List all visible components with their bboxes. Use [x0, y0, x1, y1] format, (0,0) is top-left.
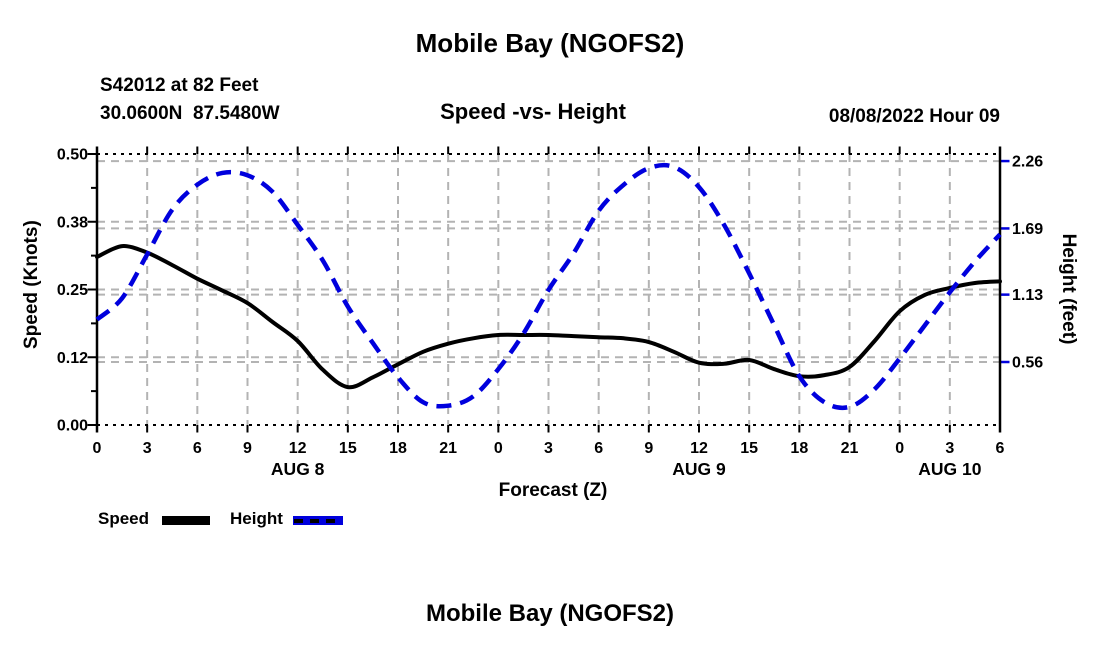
right-tick-label: 0.56	[1012, 355, 1043, 372]
speed-line	[95, 244, 1002, 390]
station-id-label: S42012 at 82 Feet	[100, 75, 259, 96]
legend-speed-line-swatch	[162, 516, 210, 525]
x-tick-label: 21	[439, 440, 457, 457]
day-label: AUG 10	[918, 459, 981, 479]
x-tick-label: 3	[544, 440, 553, 457]
x-tick-label: 0	[93, 440, 102, 457]
datetime-label: 08/08/2022 Hour 09	[828, 106, 1000, 127]
x-tick-label: 0	[494, 440, 503, 457]
left-tick-label: 0.38	[57, 214, 88, 231]
page-title: Mobile Bay (NGOFS2)	[415, 28, 685, 58]
x-axis-title: Forecast (Z)	[498, 480, 608, 501]
x-tick-label: 12	[690, 440, 708, 457]
x-tick-label: 15	[339, 440, 357, 457]
x-tick-label: 18	[790, 440, 808, 457]
x-tick-label: 3	[945, 440, 954, 457]
left-tick-label: 0.12	[57, 350, 88, 367]
x-tick-label: 12	[289, 440, 307, 457]
legend-speed-label: Speed	[98, 509, 150, 528]
x-tick-label: 6	[193, 440, 202, 457]
right-tick-label: 1.69	[1012, 221, 1043, 238]
right-tick-label: 1.13	[1012, 287, 1043, 304]
legend-height-line-swatch	[293, 516, 343, 525]
x-tick-label: 9	[243, 440, 252, 457]
left-tick-label: 0.00	[57, 418, 88, 435]
left-tick-label: 0.50	[57, 147, 88, 164]
height-line	[95, 162, 1002, 411]
day-label: AUG 9	[672, 459, 726, 479]
station-coordinates-label: 30.0600N 87.5480W	[100, 103, 280, 124]
left-tick-label: 0.25	[57, 282, 88, 299]
bottom-page-title: Mobile Bay (NGOFS2)	[425, 600, 675, 627]
day-label: AUG 8	[271, 459, 325, 479]
x-tick-label: 0	[895, 440, 904, 457]
x-tick-label: 18	[389, 440, 407, 457]
legend-height-label: Height	[230, 509, 283, 528]
x-tick-label: 21	[841, 440, 859, 457]
x-tick-label: 6	[996, 440, 1005, 457]
right-tick-label: 2.26	[1012, 154, 1043, 171]
x-tick-label: 15	[740, 440, 758, 457]
chart-subtitle: Speed -vs- Height	[440, 99, 626, 124]
legend-height-dash-pattern	[294, 519, 342, 523]
x-tick-label: 3	[143, 440, 152, 457]
x-tick-label: 6	[594, 440, 603, 457]
x-tick-label: 9	[644, 440, 653, 457]
